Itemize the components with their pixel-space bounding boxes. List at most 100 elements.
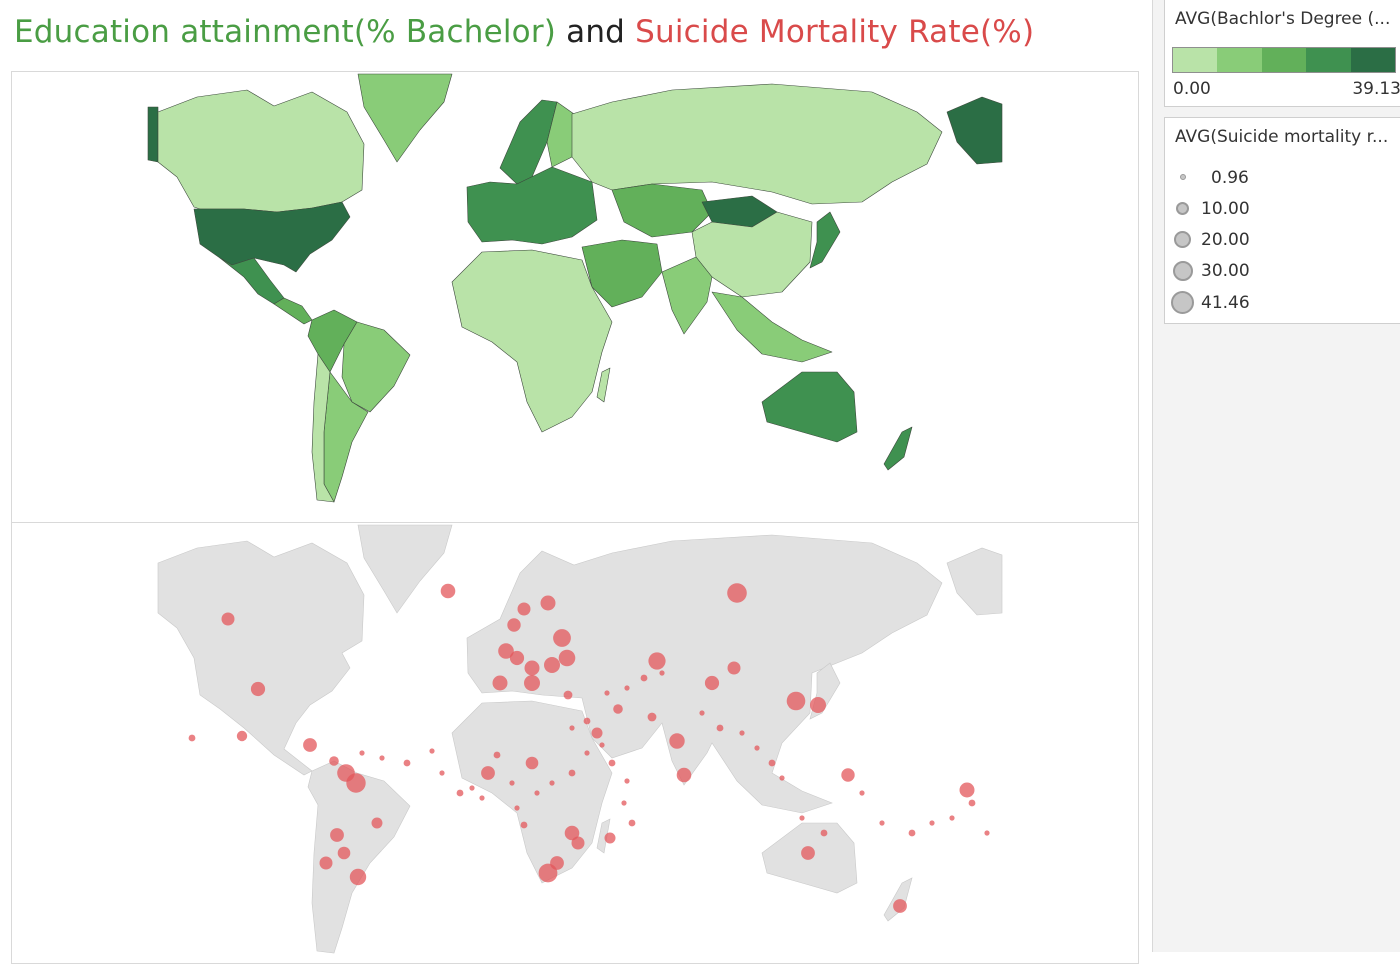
bubble-small[interactable] [569, 725, 575, 731]
bubble-small[interactable] [608, 759, 616, 767]
region-chile[interactable] [311, 353, 335, 503]
bubble-france[interactable] [492, 675, 508, 691]
bubble-small[interactable] [520, 821, 528, 829]
bubble-small[interactable] [456, 789, 464, 797]
region-andes[interactable] [307, 309, 358, 373]
bubble-new-zealand[interactable] [893, 899, 907, 913]
bubble-small[interactable] [469, 785, 475, 791]
region-alaska-east[interactable] [946, 96, 1003, 165]
bubble-zimbabwe[interactable] [564, 825, 580, 841]
bubble-venezuela[interactable] [329, 756, 339, 766]
bubble-small[interactable] [379, 755, 385, 761]
bubble-pakistan[interactable] [647, 712, 657, 722]
bubble-small[interactable] [699, 710, 705, 716]
bubble-sri-lanka[interactable] [676, 767, 692, 783]
bubble-small[interactable] [754, 745, 760, 751]
bubble-united-states[interactable] [250, 681, 266, 697]
color-legend[interactable]: AVG(Bachlor's Degree (... 0.00 39.13 [1164, 0, 1400, 107]
bubble-ivory-coast[interactable] [481, 766, 495, 780]
bubble-small[interactable] [403, 759, 411, 767]
bubble-south-africa[interactable] [550, 856, 564, 870]
bubble-belarus[interactable] [558, 649, 576, 667]
bubble-chile[interactable] [319, 856, 333, 870]
bubble-small[interactable] [716, 724, 724, 732]
bubble-small[interactable] [820, 829, 828, 837]
bubble-suriname[interactable] [337, 764, 355, 782]
bubble-small[interactable] [628, 819, 636, 827]
bubble-small[interactable] [859, 790, 865, 796]
suicide-map-svg[interactable] [12, 523, 1138, 963]
bubble-germany[interactable] [509, 650, 525, 666]
bubble-small[interactable] [509, 780, 515, 786]
bubble-argentina[interactable] [337, 846, 351, 860]
bubble-poland[interactable] [524, 660, 540, 676]
bubble-small[interactable] [429, 748, 435, 754]
bubble-australia[interactable] [801, 846, 815, 860]
bubble-small[interactable] [493, 751, 501, 759]
bubble-mexico[interactable] [236, 730, 248, 742]
bubble-small[interactable] [188, 734, 196, 742]
region-finland[interactable] [546, 101, 575, 168]
bubble-small[interactable] [659, 670, 665, 676]
region-western-europe[interactable] [466, 166, 598, 245]
region-kazakhstan[interactable] [611, 183, 713, 238]
bubble-small[interactable] [439, 770, 445, 776]
region-india[interactable] [661, 256, 713, 335]
bubble-micronesia[interactable] [841, 768, 855, 782]
region-greenland[interactable] [357, 73, 453, 163]
region-mexico[interactable] [219, 257, 285, 305]
bubble-brazil[interactable] [371, 817, 383, 829]
bubble-india[interactable] [669, 733, 685, 749]
region-brazil[interactable] [341, 321, 411, 413]
suicide-bubble-map[interactable] [11, 522, 1139, 964]
bubble-small[interactable] [621, 800, 627, 806]
bubble-turkey[interactable] [563, 690, 573, 700]
bubble-small[interactable] [968, 799, 976, 807]
bubble-small[interactable] [879, 820, 885, 826]
bubble-layer[interactable] [188, 583, 990, 913]
bubble-lithuania[interactable] [553, 629, 571, 647]
bubble-china[interactable] [727, 661, 741, 675]
education-map-svg[interactable] [12, 72, 1138, 523]
bubble-small[interactable] [568, 769, 576, 777]
bubble-uruguay[interactable] [349, 868, 367, 886]
region-central-america[interactable] [273, 297, 313, 325]
bubble-norway[interactable] [507, 618, 521, 632]
bubble-small[interactable] [583, 717, 591, 725]
bubble-small[interactable] [799, 815, 805, 821]
region-japan[interactable] [809, 211, 841, 269]
bubble-small[interactable] [624, 685, 630, 691]
region-australia[interactable] [761, 371, 858, 443]
size-legend[interactable]: AVG(Suicide mortality r... 0.96 10.00 20… [1164, 117, 1400, 324]
bubble-iceland[interactable] [440, 583, 456, 599]
bubble-madagascar[interactable] [604, 832, 616, 844]
bubble-small[interactable] [359, 750, 365, 756]
bubble-bolivia[interactable] [330, 828, 344, 842]
region-russia[interactable] [571, 83, 943, 205]
bubble-yemen[interactable] [591, 727, 603, 739]
bubble-small[interactable] [549, 780, 555, 786]
bubble-small[interactable] [624, 778, 630, 784]
bubble-small[interactable] [768, 759, 776, 767]
bubble-small[interactable] [779, 775, 785, 781]
bubble-small[interactable] [984, 830, 990, 836]
bubble-cuba[interactable] [303, 738, 317, 752]
bubble-belgium[interactable] [498, 643, 514, 659]
bubble-japan[interactable] [810, 697, 826, 713]
bubble-small[interactable] [640, 674, 648, 682]
bubble-nigeria[interactable] [525, 756, 539, 770]
bubble-small[interactable] [604, 690, 610, 696]
region-southeast-asia[interactable] [711, 291, 833, 363]
education-choropleth-map[interactable] [11, 71, 1139, 524]
bubble-small[interactable] [929, 820, 935, 826]
region-africa[interactable] [451, 249, 613, 433]
bubble-canada[interactable] [221, 612, 235, 626]
bubble-mozambique[interactable] [571, 836, 585, 850]
bubble-hungary[interactable] [524, 675, 540, 691]
region-middle-east[interactable] [581, 239, 663, 308]
bubble-small[interactable] [599, 742, 605, 748]
bubble-small[interactable] [514, 805, 520, 811]
bubble-small[interactable] [584, 750, 590, 756]
bubble-iran[interactable] [613, 704, 623, 714]
bubble-small[interactable] [739, 730, 745, 736]
